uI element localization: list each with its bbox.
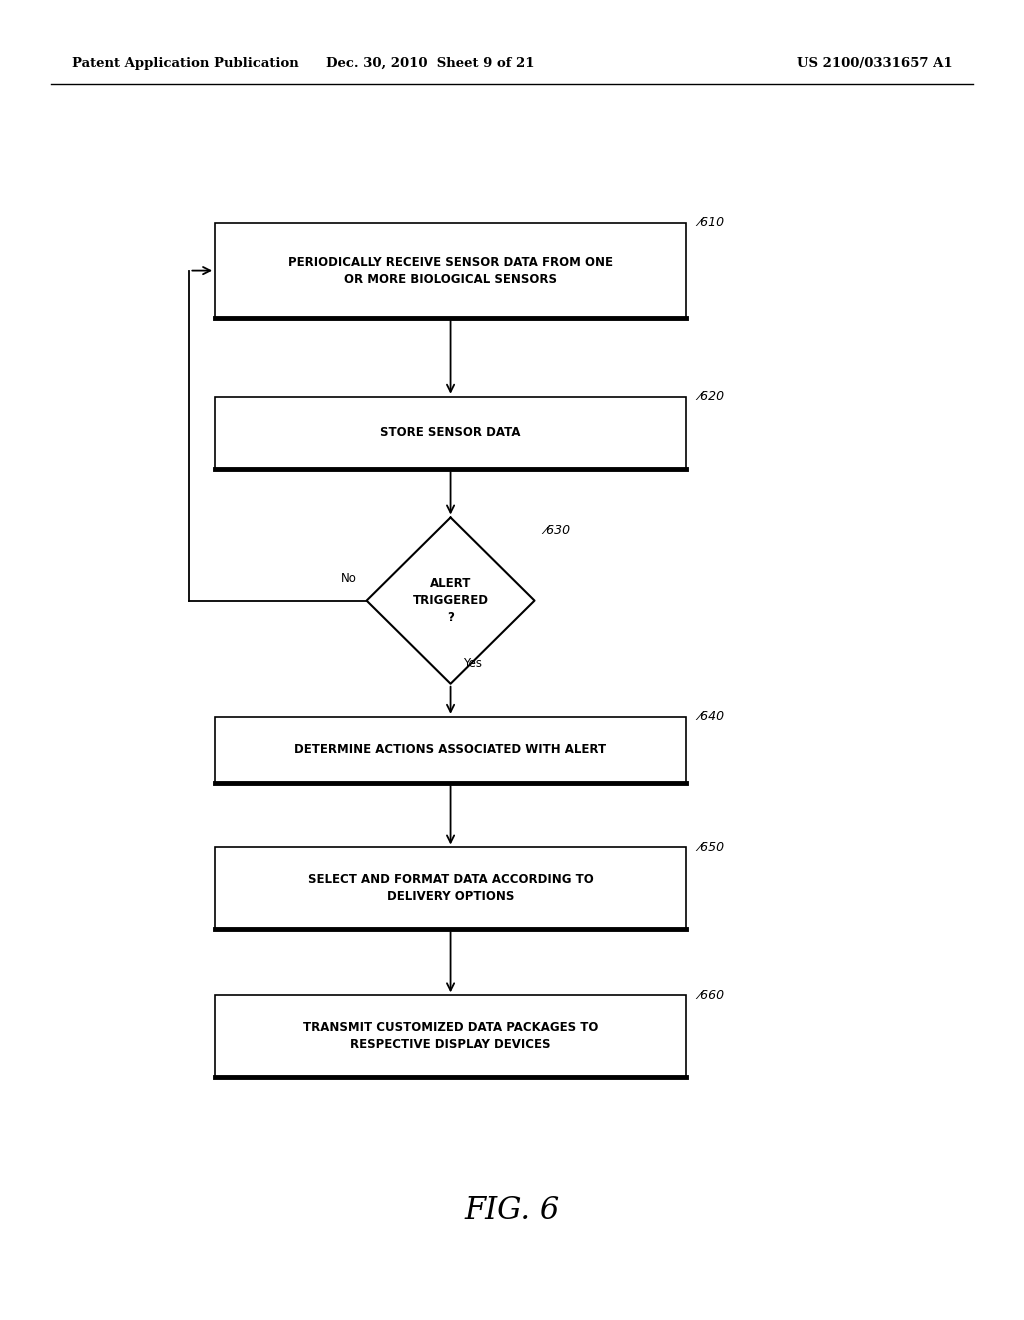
Bar bbox=[215, 396, 686, 469]
Bar bbox=[215, 717, 686, 783]
Text: DETERMINE ACTIONS ASSOCIATED WITH ALERT: DETERMINE ACTIONS ASSOCIATED WITH ALERT bbox=[295, 743, 606, 756]
Bar bbox=[215, 995, 686, 1077]
Text: US 2100/0331657 A1: US 2100/0331657 A1 bbox=[797, 57, 952, 70]
Text: Yes: Yes bbox=[463, 657, 482, 671]
Polygon shape bbox=[367, 517, 535, 684]
Text: FIG. 6: FIG. 6 bbox=[464, 1195, 560, 1226]
Text: ⁄660: ⁄660 bbox=[698, 989, 725, 1002]
Text: PERIODICALLY RECEIVE SENSOR DATA FROM ONE
OR MORE BIOLOGICAL SENSORS: PERIODICALLY RECEIVE SENSOR DATA FROM ON… bbox=[288, 256, 613, 285]
Text: TRANSMIT CUSTOMIZED DATA PACKAGES TO
RESPECTIVE DISPLAY DEVICES: TRANSMIT CUSTOMIZED DATA PACKAGES TO RES… bbox=[303, 1022, 598, 1051]
Text: ⁄630: ⁄630 bbox=[545, 524, 571, 537]
Bar bbox=[215, 223, 686, 318]
Text: ⁄610: ⁄610 bbox=[698, 216, 725, 230]
Text: STORE SENSOR DATA: STORE SENSOR DATA bbox=[380, 426, 521, 440]
Text: ⁄640: ⁄640 bbox=[698, 710, 725, 723]
Text: ALERT
TRIGGERED
?: ALERT TRIGGERED ? bbox=[413, 577, 488, 624]
Text: ⁄650: ⁄650 bbox=[698, 841, 725, 854]
Bar bbox=[215, 847, 686, 929]
Text: No: No bbox=[340, 572, 356, 585]
Text: ⁄620: ⁄620 bbox=[698, 391, 725, 403]
Text: Patent Application Publication: Patent Application Publication bbox=[72, 57, 298, 70]
Text: Dec. 30, 2010  Sheet 9 of 21: Dec. 30, 2010 Sheet 9 of 21 bbox=[326, 57, 535, 70]
Text: SELECT AND FORMAT DATA ACCORDING TO
DELIVERY OPTIONS: SELECT AND FORMAT DATA ACCORDING TO DELI… bbox=[307, 874, 594, 903]
